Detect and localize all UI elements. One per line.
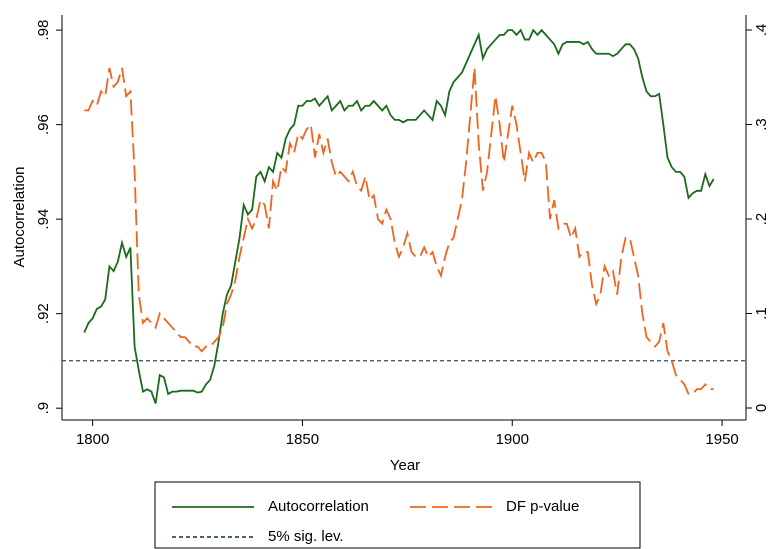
- y-tick-label: .92: [35, 303, 52, 324]
- x-axis-title: Year: [390, 457, 420, 474]
- data-line: [84, 67, 714, 395]
- data-line: [83, 28, 715, 404]
- y-tick-label: .94: [35, 209, 52, 230]
- x-tick-label: 1850: [286, 431, 319, 448]
- y2-tick-label: .2: [753, 213, 769, 226]
- y2-tick-label: .3: [753, 118, 769, 131]
- legend-label: DF p-value: [506, 498, 579, 515]
- legend-box: [154, 481, 641, 549]
- y-tick-label: .9: [35, 402, 52, 415]
- x-tick-label: 1900: [496, 431, 529, 448]
- y2-tick-label: 0: [753, 404, 769, 412]
- legend-label: Autocorrelation: [268, 498, 369, 515]
- y-tick-label: .98: [35, 20, 52, 41]
- y-axis-title: Autocorrelation: [11, 167, 28, 268]
- y2-tick-label: .1: [753, 307, 769, 320]
- x-tick-label: 1800: [76, 431, 109, 448]
- legend-label: 5% sig. lev.: [268, 528, 344, 545]
- y2-tick-label: .4: [753, 24, 769, 37]
- x-tick-label: 1950: [705, 431, 738, 448]
- y-tick-label: .96: [35, 114, 52, 135]
